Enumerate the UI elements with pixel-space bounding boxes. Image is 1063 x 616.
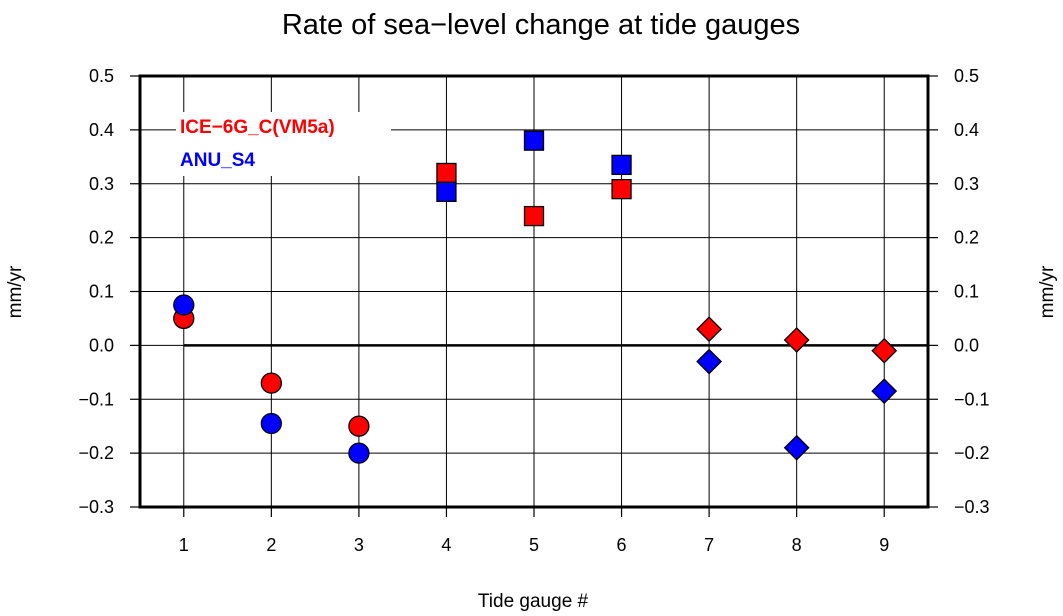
marker-anu-s4 <box>696 348 723 375</box>
x-tick-label: 5 <box>529 535 539 555</box>
marker-anu-s4 <box>523 130 545 151</box>
marker-anu-s4 <box>348 442 370 464</box>
marker-ice-6g-c-vm5a <box>783 327 810 353</box>
y-tick-label-right: 0.1 <box>954 282 979 302</box>
axis-ticks <box>130 75 938 517</box>
y-tick-label-left: −0.2 <box>78 443 114 463</box>
marker-anu-s4 <box>871 378 898 405</box>
y-tick-label-right: −0.3 <box>954 497 990 517</box>
y-tick-label-right: 0.5 <box>954 66 979 86</box>
marker-ice-6g-c-vm5a <box>436 162 457 184</box>
x-tick-label: 4 <box>441 535 451 555</box>
y-tick-label-left: 0.3 <box>89 174 114 194</box>
legend-entry-ice6g: ICE−6G_C(VM5a) <box>180 117 335 138</box>
legend: ICE−6G_C(VM5a) ANU_S4 <box>176 112 391 176</box>
marker-anu-s4 <box>783 434 810 461</box>
marker-ice-6g-c-vm5a <box>523 205 545 227</box>
marker-ice-6g-c-vm5a <box>696 316 723 343</box>
marker-anu-s4 <box>611 154 632 176</box>
marker-ice-6g-c-vm5a <box>611 178 632 200</box>
marker-anu-s4 <box>173 294 195 316</box>
legend-entry-anu-s4: ANU_S4 <box>180 150 255 171</box>
marker-ice-6g-c-vm5a <box>871 337 898 364</box>
x-axis-label: Tide gauge # <box>478 591 589 612</box>
data-markers <box>173 130 898 464</box>
y-axis-label-right: mm/yr <box>1037 265 1058 318</box>
axis-tick-labels: 1 2 3 4 5 6 7 8 9 −0.3 −0.3 −0.2 −0.2 −0.1 −0.1 0.0 0.0 0… <box>78 66 989 555</box>
x-tick-label: 7 <box>704 535 714 555</box>
y-tick-label-right: −0.2 <box>954 443 990 463</box>
y-tick-label-left: 0.0 <box>89 335 114 355</box>
marker-anu-s4 <box>436 181 457 202</box>
marker-anu-s4 <box>260 412 282 435</box>
y-tick-label-right: 0.3 <box>954 174 979 194</box>
legend-box <box>176 112 391 176</box>
y-tick-label-right: 0.0 <box>954 335 979 355</box>
marker-ice-6g-c-vm5a <box>348 415 370 437</box>
x-tick-label: 2 <box>266 535 276 555</box>
y-tick-label-right: 0.2 <box>954 228 979 248</box>
marker-ice-6g-c-vm5a <box>260 372 282 394</box>
y-tick-label-left: 0.1 <box>89 282 114 302</box>
x-tick-label: 6 <box>617 535 627 555</box>
x-tick-label: 3 <box>354 535 364 555</box>
x-tick-label: 8 <box>792 535 802 555</box>
y-tick-label-left: 0.2 <box>89 228 114 248</box>
x-tick-label: 1 <box>179 535 189 555</box>
y-axis-label-left: mm/yr <box>5 265 26 318</box>
y-tick-label-right: 0.4 <box>954 120 979 140</box>
x-tick-label: 9 <box>879 535 889 555</box>
y-tick-label-left: −0.3 <box>78 497 114 517</box>
y-tick-label-left: −0.1 <box>78 389 114 409</box>
y-tick-label-right: −0.1 <box>954 389 990 409</box>
chart-title: Rate of sea−level change at tide gauges <box>282 9 800 41</box>
y-tick-label-left: 0.5 <box>89 66 114 86</box>
y-tick-label-left: 0.4 <box>89 120 114 140</box>
